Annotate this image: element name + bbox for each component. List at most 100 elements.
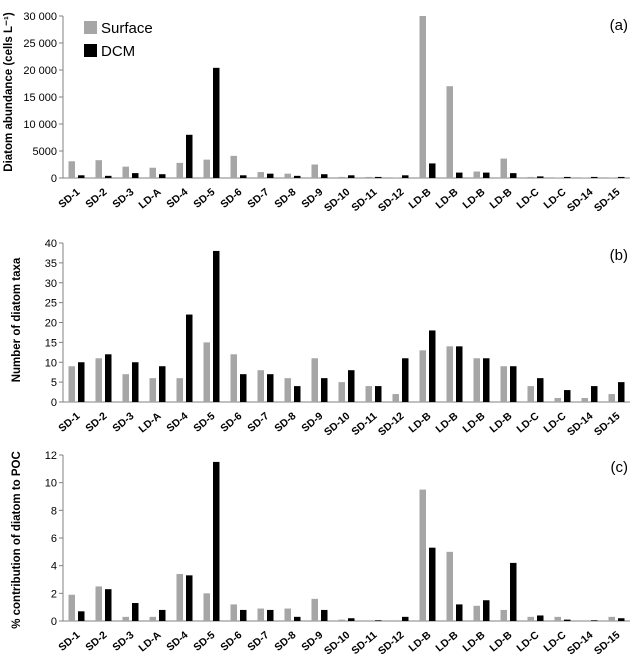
bar-surface [230,604,237,621]
y-tick-label: 40 [45,238,57,250]
bar-dcm [294,386,301,402]
x-tick-label: LD-C [542,410,569,436]
bar-dcm [348,618,355,621]
bar-surface [365,386,372,402]
bar-surface [257,608,264,621]
bar-surface [608,177,615,178]
x-tick-label: SD-12 [376,629,407,657]
x-tick-label: SD-2 [83,410,109,435]
bar-dcm [159,174,166,178]
bar-dcm [132,173,139,178]
bar-surface [446,346,453,402]
bar-surface [230,354,237,402]
x-tick-label: SD-5 [191,186,217,211]
y-tick-label: 6 [51,533,57,545]
panel-b-ylabel: Number of diatom taxa [11,257,23,382]
panel-a-ylabel: Diatom abundance (cells L⁻¹) [3,12,15,172]
bar-surface [230,155,237,178]
x-tick-label: LD-B [434,629,461,655]
bar-dcm [186,314,193,402]
bar-surface [581,177,588,178]
bar-surface [392,177,399,178]
bar-dcm [456,604,463,621]
x-tick-label: LD-C [515,186,542,212]
x-tick-label: SD-6 [218,186,244,211]
y-tick-label: 10 [45,357,57,369]
bar-surface [149,378,156,402]
y-tick-label: 35 [45,258,57,270]
x-tick-label: SD-15 [592,186,623,214]
bar-dcm [564,176,571,178]
x-tick-label: LD-B [434,410,461,436]
bar-surface [554,177,561,178]
bar-dcm [618,618,625,621]
bar-dcm [240,175,247,178]
x-tick-label: SD-14 [565,629,596,657]
bar-dcm [348,370,355,402]
bar-surface [284,608,291,621]
x-tick-label: SD-7 [245,186,271,211]
legend: Surface DCM [84,20,153,60]
bar-dcm [456,172,463,178]
bar-dcm [618,176,625,178]
x-tick-label: SD-5 [191,410,217,435]
y-tick-label: 30 000 [23,11,57,23]
bar-surface [176,573,183,621]
bar-surface [527,176,534,178]
x-tick-label: SD-15 [592,629,623,657]
panel-a-abundance: Diatom abundance (cells L⁻¹) (a) Surface… [3,11,630,214]
y-tick-label: 0 [51,173,57,185]
x-tick-label: SD-8 [272,410,298,435]
bar-surface [284,173,291,178]
bar-dcm [429,163,436,178]
bar-dcm [618,382,625,402]
panel-c-poc: % contribution of diatom to POC (c) 0 2 4 6… [11,450,630,657]
bar-dcm [159,366,166,402]
bar-surface [176,378,183,402]
bar-dcm [132,362,139,402]
x-tick-label: SD-3 [110,410,136,435]
bar-surface [500,158,507,178]
bar-surface [554,398,561,402]
y-tick-label: 5000 [33,146,57,158]
y-tick-label: 30 [45,278,57,290]
panel-c-ylabel: % contribution of diatom to POC [11,451,23,629]
bar-surface [581,398,588,402]
bar-dcm [375,386,382,402]
bar-surface [419,489,426,621]
x-tick-label: LD-A [137,410,164,436]
x-tick-label: LD-B [407,410,434,436]
x-tick-label: SD-14 [565,186,596,214]
bar-surface [419,16,426,178]
x-tick-label: SD-14 [565,410,596,438]
bar-dcm [159,609,166,621]
y-tick-label: 10 000 [23,119,57,131]
bar-dcm [348,175,355,178]
y-tick-label: 25 000 [23,38,57,50]
x-tick-label: SD-9 [299,410,325,435]
x-tick-label: SD-1 [56,410,82,435]
x-tick-label: LD-C [515,410,542,436]
bar-dcm [321,378,328,402]
bar-dcm [483,600,490,621]
x-tick-label: SD-1 [56,629,82,654]
y-tick-label: 20 [45,318,57,330]
bar-dcm [510,366,517,402]
x-tick-label: LD-C [515,629,542,655]
y-tick-label: 20 000 [23,65,57,77]
bar-dcm [375,176,382,178]
bar-surface [527,386,534,402]
panel-c-label: (c) [611,459,629,476]
bar-surface [68,366,75,402]
x-tick-label: LD-B [488,410,515,436]
bar-surface [95,358,102,402]
x-tick-label: LD-B [461,410,488,436]
bar-dcm [402,616,409,621]
bar-dcm [213,461,220,621]
x-tick-label: SD-3 [110,186,136,211]
y-tick-label: 15 [45,337,57,349]
bar-surface [122,166,129,178]
y-tick-label: 10 [45,478,57,490]
bar-dcm [537,615,544,621]
y-tick-label: 5 [51,377,57,389]
